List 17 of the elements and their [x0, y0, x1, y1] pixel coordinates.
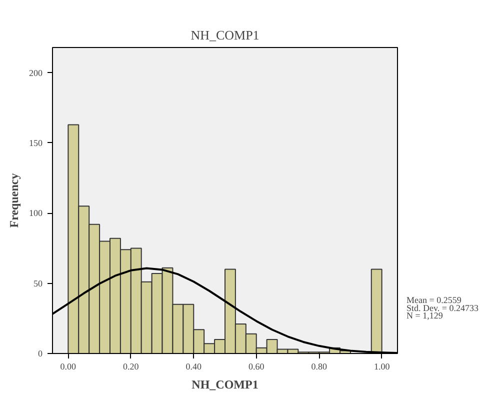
y-tick-label: 50	[34, 278, 43, 288]
y-tick-label: 200	[29, 68, 43, 78]
text: N = 1,129	[406, 310, 444, 320]
x-tick-label: 0.80	[311, 362, 328, 372]
chart-title: NH_COMP1	[190, 28, 260, 42]
x-tick-label: 0.00	[60, 362, 77, 372]
y-axis-title: Frequency	[7, 173, 21, 228]
text: Mean = 0.2559	[406, 295, 462, 306]
x-tick-label: 0.60	[248, 362, 265, 372]
x-tick-label: 0.20	[123, 362, 140, 372]
x-tick-label: 0.40	[186, 362, 202, 372]
x-tick-label: 1.00	[374, 362, 390, 372]
y-tick-label: 150	[29, 138, 43, 148]
text: Std. Dev. = 0.24733	[406, 302, 479, 313]
y-tick-label: 100	[29, 208, 43, 218]
y-tick-label: 0	[38, 348, 43, 358]
x-axis-title: NH_COMP1	[192, 378, 258, 392]
